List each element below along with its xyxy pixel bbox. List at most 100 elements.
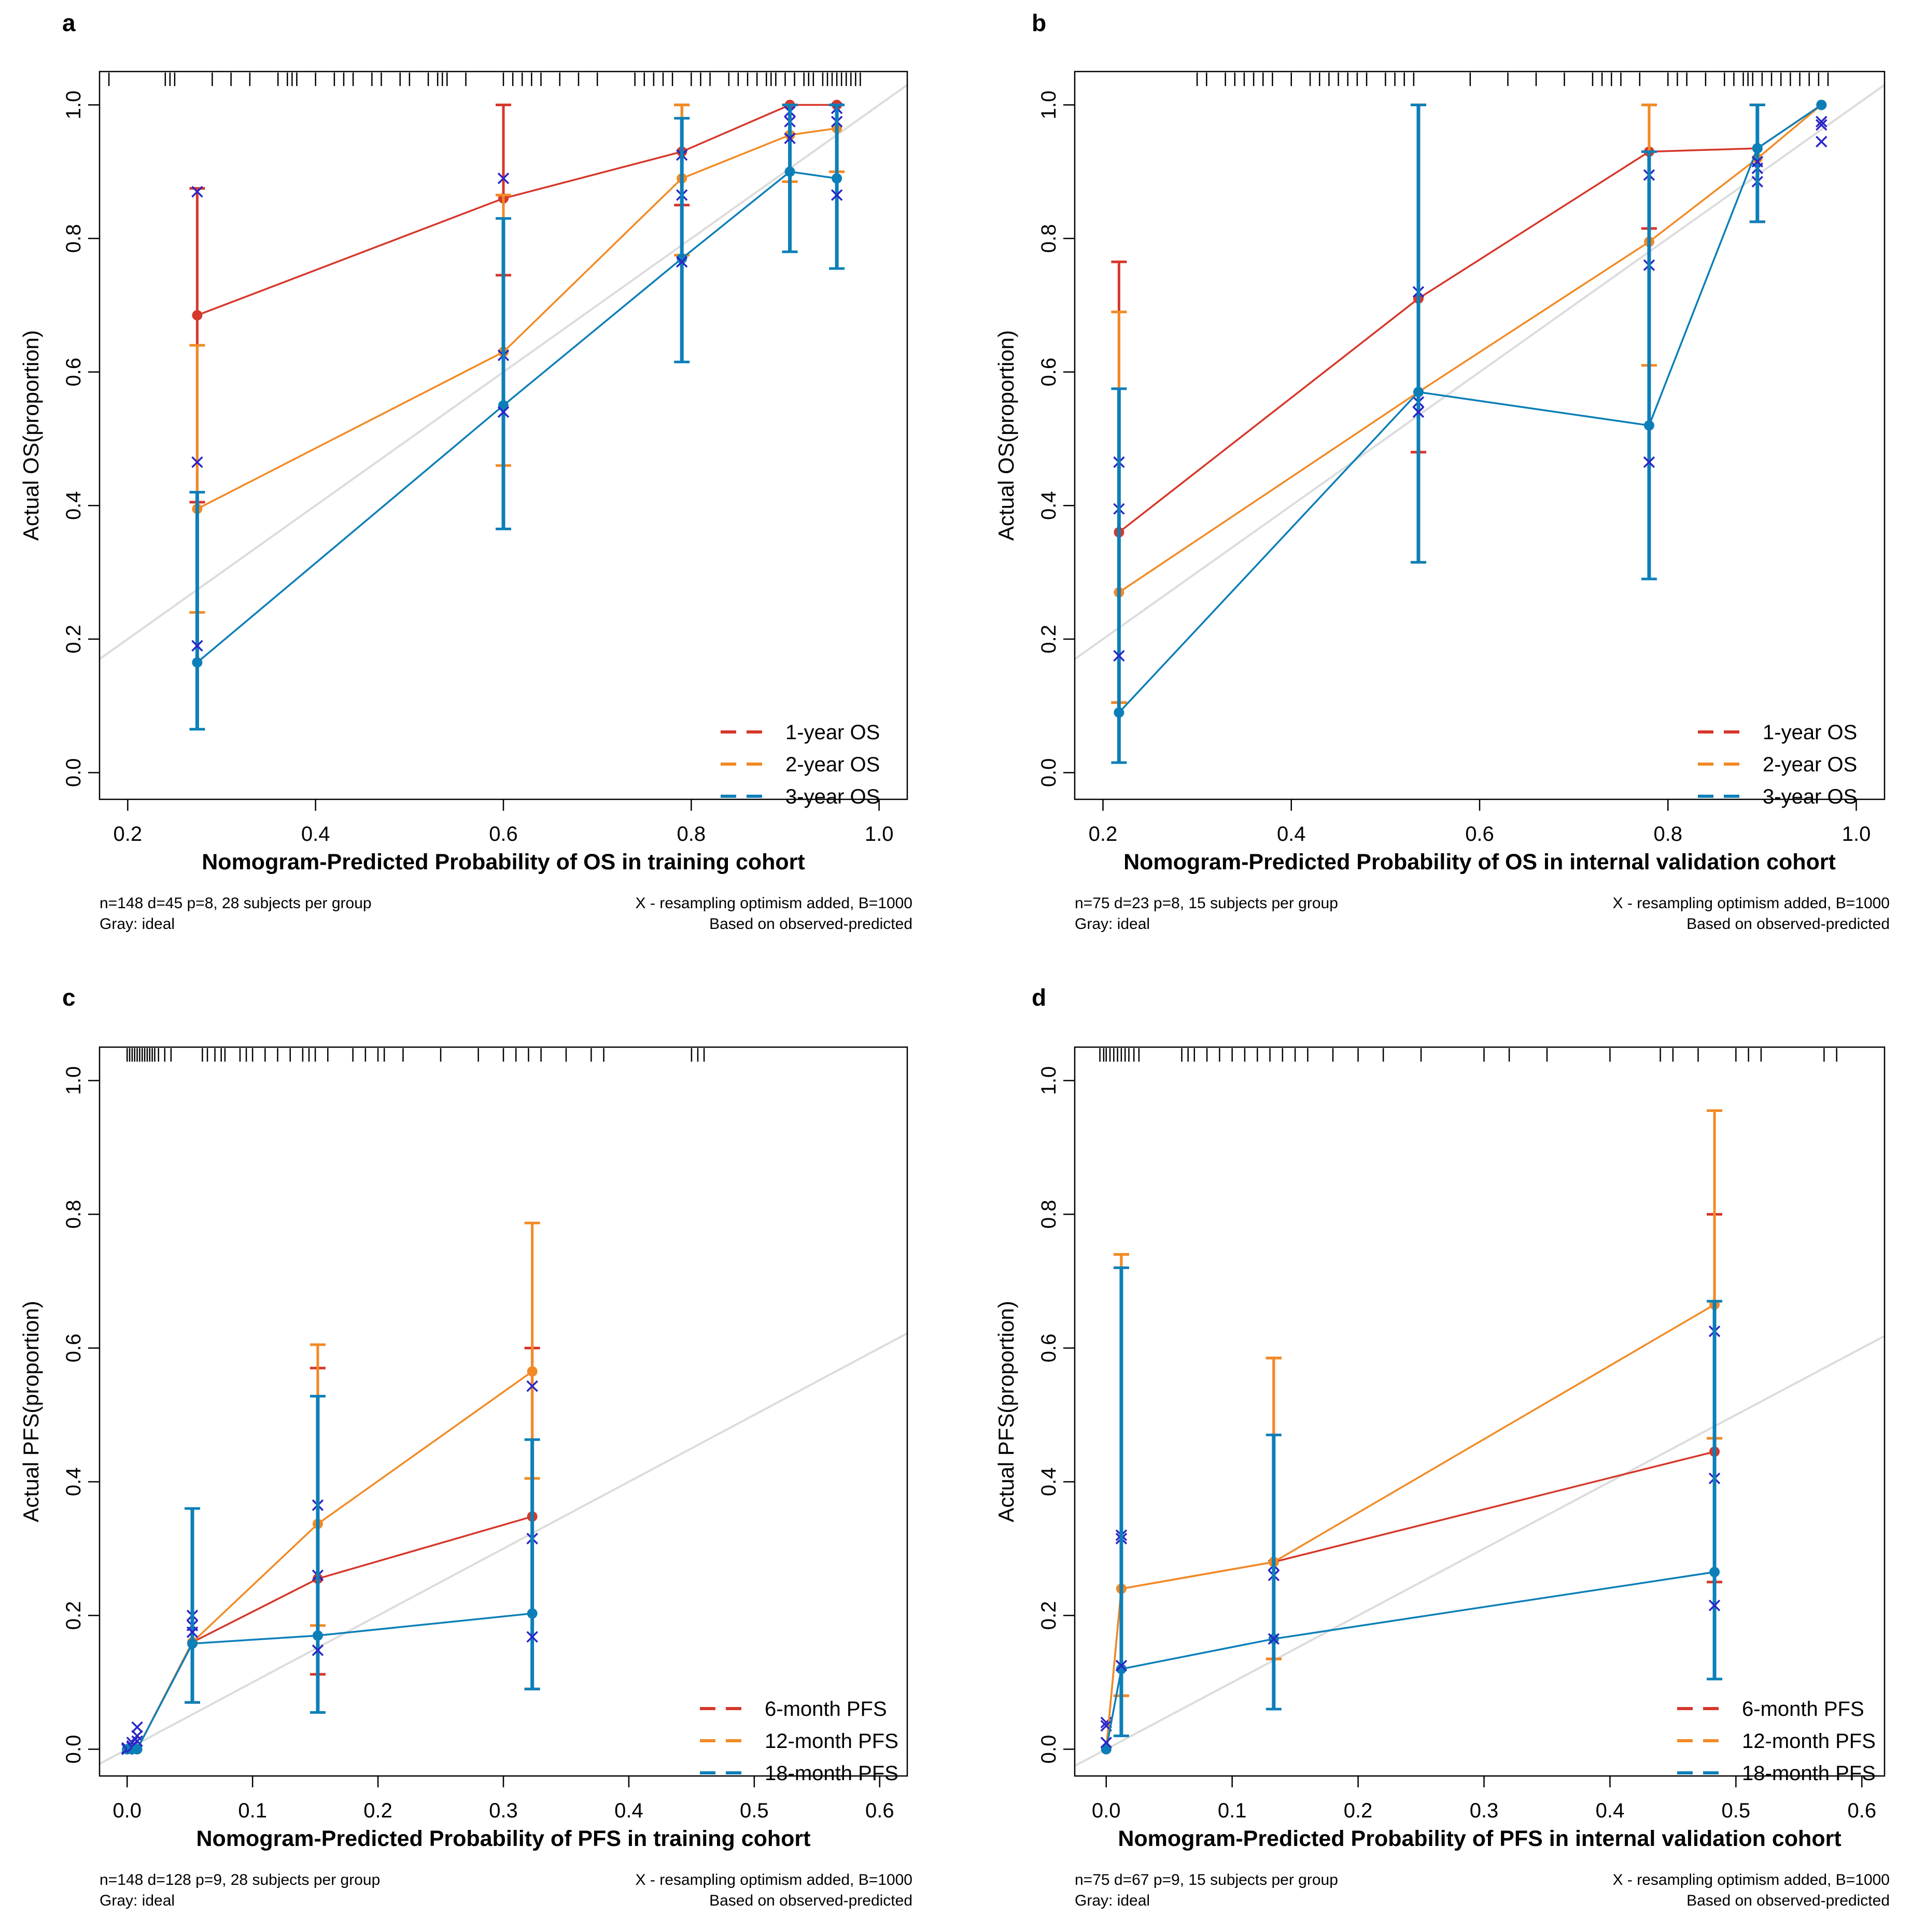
y-tick-label: 0.0 [1037, 1735, 1060, 1764]
data-point [132, 1744, 143, 1755]
optimism-cross [1643, 456, 1655, 468]
footnote-left: Gray: ideal [1075, 915, 1150, 933]
legend: 1-year OS 2-year OS 3-year OS [721, 721, 880, 808]
optimism-cross [191, 640, 203, 652]
footnote-right: Based on observed-predicted [1686, 1892, 1890, 1909]
optimism-cross [526, 1631, 538, 1643]
legend: 6-month PFS 12-month PFS 18-month PFS [1677, 1698, 1876, 1785]
y-tick-label: 0.2 [62, 1601, 85, 1630]
legend-label: 6-month PFS [765, 1698, 887, 1721]
ideal-line [1075, 84, 1885, 660]
x-tick-label: 0.3 [1470, 1799, 1499, 1822]
x-tick-label: 0.4 [614, 1799, 643, 1822]
footnote-left: n=75 d=67 p=9, 15 subjects per group [1075, 1871, 1338, 1888]
data-point [192, 657, 203, 668]
y-axis-label: Actual OS(proportion) [19, 330, 43, 541]
legend-label: 1-year OS [785, 721, 880, 744]
panel-letter: a [62, 9, 76, 36]
legend-label: 12-month PFS [1742, 1730, 1876, 1753]
panel-letter: c [62, 984, 76, 1011]
ideal-line [1075, 1335, 1885, 1767]
legend-label: 2-year OS [1763, 753, 1857, 776]
panel-b: b 0.2 0.4 0.6 0.8 1.0 0.0 0.2 0.4 0.6 0.8 1.0 Nomogr… [994, 9, 1890, 933]
y-axis-label: Actual PFS(proportion) [19, 1301, 43, 1522]
optimism-cross [1115, 1659, 1128, 1672]
x-tick-label: 0.4 [1277, 823, 1306, 845]
series-line [1105, 1571, 1715, 1750]
y-tick-label: 0.6 [62, 1334, 85, 1363]
optimism-cross [1412, 406, 1425, 418]
x-tick-label: 0.2 [114, 823, 143, 845]
optimism-cross [191, 186, 203, 198]
legend-label: 2-year OS [785, 753, 880, 776]
x-tick-label: 0.1 [238, 1799, 267, 1822]
legend-label: 1-year OS [1763, 721, 1857, 744]
footnote-right: Based on observed-predicted [709, 915, 912, 933]
footnote-right: X - resampling optimism added, B=1000 [636, 895, 912, 912]
series-18-month-pfs [1100, 1266, 1723, 1755]
y-tick-label: 0.8 [1037, 1200, 1060, 1229]
legend-label: 18-month PFS [765, 1762, 898, 1785]
rug-marks [126, 1048, 705, 1062]
y-tick-label: 0.2 [62, 625, 85, 654]
optimism-cross [131, 1730, 143, 1742]
optimism-cross [1100, 1737, 1112, 1748]
panel-a: a 0.2 0.4 0.6 0.8 1.0 0.0 0.2 0.4 0.6 0.8 1.0 Nomogr… [19, 9, 912, 933]
legend-label: 18-month PFS [1742, 1762, 1876, 1785]
panel-c: c 0.0 0.1 0.2 0.3 0.4 0.5 0.6 0.0 0.2 0.4 0.6 0.8 1.0… [19, 984, 912, 1909]
x-tick-label: 1.0 [865, 823, 894, 845]
x-tick-label: 0.6 [865, 1799, 894, 1822]
y-tick-label: 0.2 [1037, 1601, 1060, 1630]
y-tick-label: 0.4 [62, 1468, 85, 1497]
x-axis-label: Nomogram-Predicted Probability of PFS in… [1118, 1826, 1841, 1851]
series-18-month-pfs [121, 1394, 540, 1755]
x-tick-label: 0.8 [677, 823, 706, 845]
rug-marks [108, 73, 861, 86]
series-3-year-os [1111, 100, 1827, 764]
data-point [784, 166, 795, 177]
data-point [1413, 387, 1424, 398]
optimism-cross [784, 132, 796, 145]
y-tick-label: 0.6 [62, 358, 85, 387]
y-tick-label: 0.0 [62, 758, 85, 787]
series-line [1105, 1304, 1715, 1750]
y-tick-label: 0.4 [1037, 1468, 1060, 1497]
optimism-cross [497, 406, 510, 418]
y-axis-label: Actual OS(proportion) [994, 330, 1018, 541]
data-point [832, 173, 842, 184]
optimism-cross [497, 172, 510, 185]
data-point [1752, 143, 1763, 154]
series-3-year-os [189, 103, 845, 731]
x-tick-label: 0.6 [1465, 823, 1494, 845]
data-point [1116, 1663, 1127, 1674]
optimism-cross [526, 1380, 538, 1392]
y-tick-label: 1.0 [62, 1066, 85, 1095]
optimism-cross [1816, 136, 1827, 148]
data-point [192, 310, 203, 321]
optimism-cross [131, 1735, 143, 1747]
x-tick-label: 0.1 [1218, 1799, 1247, 1822]
x-tick-label: 0.4 [301, 823, 330, 845]
legend-label: 12-month PFS [765, 1730, 898, 1753]
footnote-right: X - resampling optimism added, B=1000 [1613, 1871, 1890, 1888]
data-point [1643, 420, 1654, 431]
x-tick-label: 0.5 [1722, 1799, 1751, 1822]
panel-letter: d [1032, 984, 1046, 1011]
y-tick-label: 0.0 [1037, 758, 1060, 787]
legend-label: 3-year OS [1763, 785, 1857, 808]
plot-frame [1074, 1046, 1886, 1777]
optimism-cross [1816, 116, 1827, 128]
data-point [1101, 1744, 1112, 1755]
y-tick-label: 0.6 [1037, 358, 1060, 387]
optimism-cross [676, 256, 688, 268]
data-point [527, 1366, 538, 1377]
optimism-cross [131, 1721, 143, 1733]
optimism-cross [831, 189, 843, 201]
ideal-line [100, 1332, 907, 1765]
x-tick-label: 0.6 [489, 823, 518, 845]
y-axis-label: Actual PFS(proportion) [994, 1301, 1018, 1522]
panel-letter: b [1032, 9, 1046, 36]
x-tick-label: 0.0 [1092, 1799, 1121, 1822]
footnote-right: X - resampling optimism added, B=1000 [1613, 895, 1890, 912]
